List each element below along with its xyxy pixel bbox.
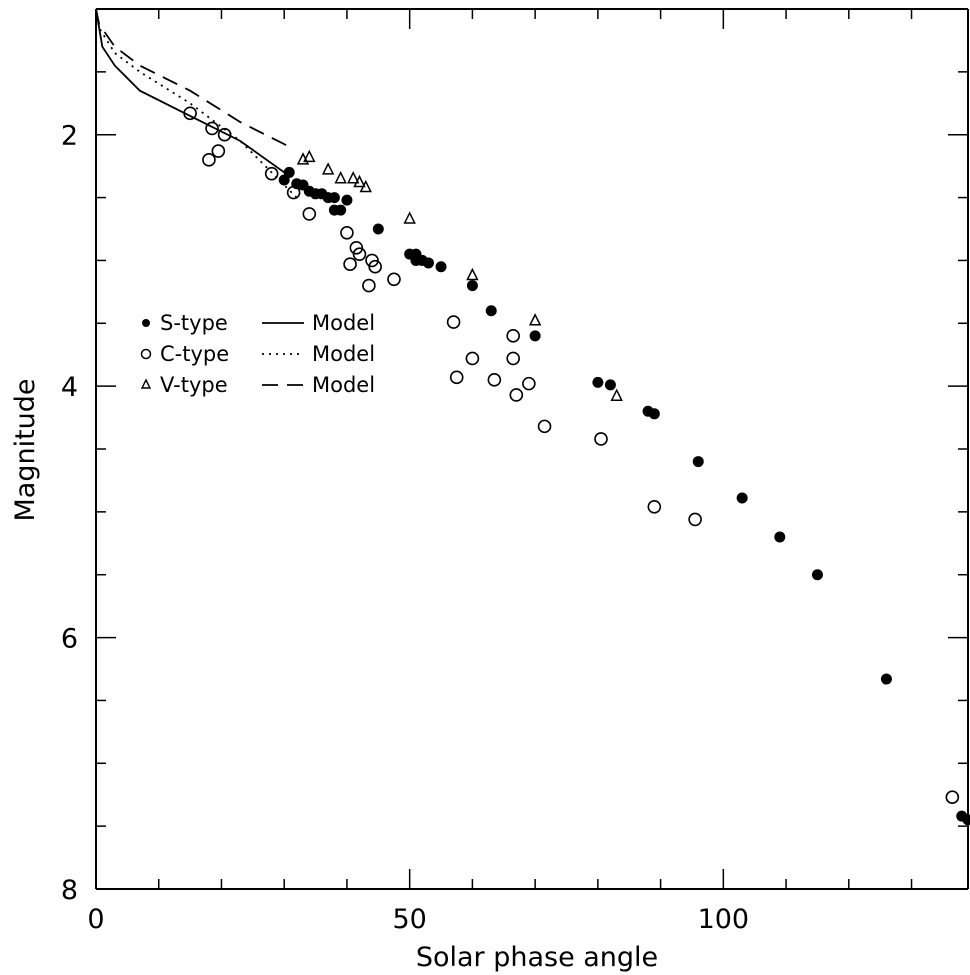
x-tick-label: 0	[87, 904, 104, 935]
legend-marker-filled-circle	[142, 319, 150, 327]
legend-model-label: Model	[312, 311, 375, 335]
v-type-point	[610, 388, 623, 401]
x-axis-title: Solar phase angle	[416, 942, 658, 973]
c-type-point	[352, 247, 367, 261]
c-type-point	[506, 351, 520, 366]
s-type-point	[774, 531, 786, 543]
c-type-point	[449, 370, 464, 385]
s-type-point	[466, 280, 478, 292]
s-type-point	[435, 261, 447, 273]
c-type-point	[465, 351, 480, 366]
y-tick-label: 4	[61, 372, 78, 403]
s-type-point	[604, 379, 616, 391]
v-type-point	[346, 171, 360, 184]
s-type-point	[341, 194, 353, 206]
y-tick-label: 2	[61, 121, 78, 152]
data-points	[183, 106, 970, 826]
legend: S-type Model C-type Model V-type Model	[140, 311, 375, 397]
c-type-point	[202, 153, 216, 167]
y-tick-label: 6	[61, 624, 78, 655]
axis-tick-labels: 0 50 100 2 4 6 8	[61, 121, 749, 935]
c-type-point	[594, 432, 608, 446]
c-type-point	[264, 166, 279, 181]
s-type-point	[736, 492, 748, 504]
c-type-point	[506, 329, 520, 343]
s-type-point	[962, 814, 970, 826]
v-type-point	[321, 162, 335, 175]
legend-marker-open-triangle	[140, 378, 152, 389]
s-type-point	[485, 305, 497, 317]
x-tick-label: 100	[698, 904, 750, 935]
c-type-point	[487, 373, 502, 387]
s-type-point	[335, 204, 347, 216]
s-type-point	[372, 223, 384, 235]
model-line-s-type	[95, 8, 285, 174]
legend-marker-open-circle	[140, 348, 152, 360]
v-type-point	[334, 171, 347, 184]
s-type-point	[422, 257, 434, 269]
v-type-point	[303, 149, 316, 163]
c-type-point	[446, 315, 461, 329]
c-type-point	[183, 106, 197, 121]
c-type-point	[217, 127, 232, 142]
y-axis-title: Magnitude	[10, 378, 41, 521]
c-type-point	[365, 253, 379, 268]
c-type-point	[368, 259, 382, 274]
y-tick-label: 8	[61, 875, 78, 906]
model-line-v-type	[95, 8, 291, 149]
c-type-point	[343, 257, 357, 272]
c-type-point	[688, 512, 702, 527]
c-type-point	[522, 376, 536, 391]
c-type-point	[647, 500, 662, 514]
c-type-point	[340, 225, 354, 240]
c-type-point	[302, 207, 317, 221]
v-type-point	[403, 211, 416, 224]
s-type-point	[811, 569, 823, 581]
s-type-point	[529, 330, 541, 342]
legend-series-label: V-type	[160, 373, 228, 397]
c-type-point	[387, 272, 401, 287]
c-type-point	[205, 121, 219, 136]
model-lines	[95, 8, 298, 199]
c-type-point	[349, 241, 364, 255]
s-type-point	[648, 408, 660, 420]
s-type-point	[283, 166, 295, 178]
v-type-point	[466, 267, 479, 281]
v-type-point	[359, 179, 372, 193]
legend-series-label: C-type	[160, 342, 229, 366]
s-type-point	[692, 456, 704, 468]
s-type-point	[880, 673, 892, 685]
c-type-point	[537, 419, 552, 434]
c-type-point	[286, 185, 301, 200]
c-type-point	[211, 144, 226, 158]
s-type-point	[592, 376, 604, 388]
v-type-point	[528, 313, 542, 326]
c-type-point	[945, 790, 960, 805]
legend-model-label: Model	[312, 342, 375, 366]
legend-series-label: S-type	[160, 311, 228, 335]
c-type-point	[362, 278, 376, 293]
v-type-point	[353, 174, 366, 188]
c-type-point	[509, 388, 524, 402]
legend-model-label: Model	[312, 373, 375, 397]
x-tick-label: 50	[392, 904, 426, 935]
s-type-point	[328, 192, 340, 204]
